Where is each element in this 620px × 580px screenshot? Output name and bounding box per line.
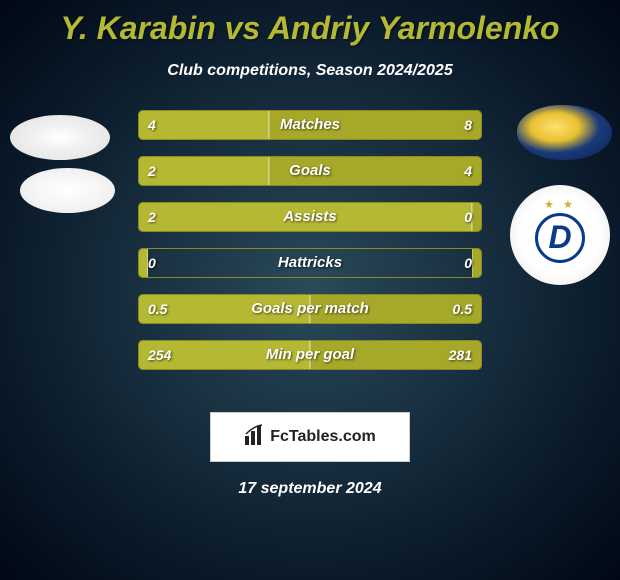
bar-value-left: 0 xyxy=(148,248,156,278)
bar-label: Min per goal xyxy=(138,340,482,370)
player2-photo xyxy=(517,105,612,160)
comparison-chart: ★ ★ D Matches48Goals24Assists20Hattricks… xyxy=(0,110,620,400)
bar-value-left: 2 xyxy=(148,202,156,232)
bar-value-left: 254 xyxy=(148,340,171,370)
bar-row: Goals2 4 xyxy=(138,156,482,186)
fctables-logo-icon xyxy=(244,424,266,451)
bar-label: Hattricks xyxy=(138,248,482,278)
bar-value-right: 8 xyxy=(464,110,472,140)
bar-value-right: 0 xyxy=(464,202,472,232)
bar-row: Min per goal254 281 xyxy=(138,340,482,370)
player1-photo xyxy=(10,115,110,160)
brand-name: FcTables.com xyxy=(270,428,376,446)
page-title: Y. Karabin vs Andriy Yarmolenko xyxy=(0,0,620,47)
brand-footer[interactable]: FcTables.com xyxy=(210,412,410,462)
bar-row: Assists2 0 xyxy=(138,202,482,232)
page-date: 17 september 2024 xyxy=(0,480,620,498)
dynamo-d-icon: D xyxy=(535,213,585,263)
player2-club-logo: ★ ★ D xyxy=(510,185,610,285)
page-subtitle: Club competitions, Season 2024/2025 xyxy=(0,62,620,80)
bar-value-left: 0.5 xyxy=(148,294,167,324)
bar-row: Hattricks0 0 xyxy=(138,248,482,278)
bar-value-left: 2 xyxy=(148,156,156,186)
bar-label: Assists xyxy=(138,202,482,232)
bar-value-right: 0 xyxy=(464,248,472,278)
bar-row: Goals per match0.5 0.5 xyxy=(138,294,482,324)
club-stars-icon: ★ ★ xyxy=(544,198,576,211)
player1-club-logo xyxy=(20,168,115,213)
bar-label: Goals xyxy=(138,156,482,186)
bar-value-right: 4 xyxy=(464,156,472,186)
bar-row: Matches4 8 xyxy=(138,110,482,140)
bar-container: Matches48Goals24Assists20Hattricks00Goal… xyxy=(138,110,482,370)
bar-value-left: 4 xyxy=(148,110,156,140)
bar-value-right: 281 xyxy=(449,340,472,370)
bar-label: Goals per match xyxy=(138,294,482,324)
bar-label: Matches xyxy=(138,110,482,140)
bar-value-right: 0.5 xyxy=(453,294,472,324)
